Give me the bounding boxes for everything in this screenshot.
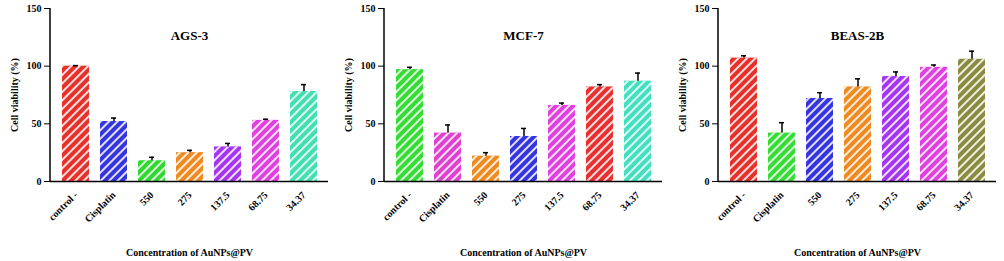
svg-text:68.75: 68.75 <box>246 189 270 213</box>
svg-text:Concentration of AuNPs@PV: Concentration of AuNPs@PV <box>794 247 922 258</box>
svg-text:100: 100 <box>27 60 42 71</box>
svg-text:Cell viability (%): Cell viability (%) <box>677 58 689 132</box>
svg-text:Concentration of AuNPs@PV: Concentration of AuNPs@PV <box>460 247 588 258</box>
svg-text:Cell viability (%): Cell viability (%) <box>343 58 355 132</box>
svg-text:100: 100 <box>361 60 376 71</box>
svg-text:137.5: 137.5 <box>876 189 900 213</box>
svg-text:0: 0 <box>705 176 710 187</box>
svg-text:150: 150 <box>27 3 42 14</box>
svg-text:control -: control - <box>714 189 747 222</box>
svg-text:MCF-7: MCF-7 <box>503 28 544 43</box>
svg-text:275: 275 <box>843 189 861 207</box>
svg-text:Cisplatin: Cisplatin <box>750 189 786 225</box>
svg-text:550: 550 <box>471 189 489 207</box>
svg-text:150: 150 <box>695 3 710 14</box>
svg-text:Cisplatin: Cisplatin <box>416 189 452 225</box>
svg-text:68.75: 68.75 <box>580 189 604 213</box>
svg-text:50: 50 <box>366 118 376 129</box>
svg-text:50: 50 <box>700 118 710 129</box>
svg-text:550: 550 <box>137 189 155 207</box>
svg-text:0: 0 <box>371 176 376 187</box>
svg-text:control -: control - <box>46 189 79 222</box>
svg-text:0: 0 <box>37 176 42 187</box>
svg-text:34.37: 34.37 <box>284 189 308 213</box>
svg-text:34.37: 34.37 <box>618 189 642 213</box>
svg-text:550: 550 <box>805 189 823 207</box>
svg-text:137.5: 137.5 <box>542 189 566 213</box>
svg-text:137.5: 137.5 <box>208 189 232 213</box>
svg-text:AGS-3: AGS-3 <box>171 28 209 43</box>
svg-text:Cisplatin: Cisplatin <box>82 189 118 225</box>
svg-text:control -: control - <box>380 189 413 222</box>
svg-text:Cell viability (%): Cell viability (%) <box>9 58 21 132</box>
svg-text:50: 50 <box>32 118 42 129</box>
svg-text:34.37: 34.37 <box>952 189 976 213</box>
svg-text:275: 275 <box>509 189 527 207</box>
svg-text:BEAS-2B: BEAS-2B <box>831 28 885 43</box>
svg-text:Concentration of AuNPs@PV: Concentration of AuNPs@PV <box>126 247 254 258</box>
svg-text:275: 275 <box>175 189 193 207</box>
svg-text:100: 100 <box>695 60 710 71</box>
svg-text:68.75: 68.75 <box>914 189 938 213</box>
svg-text:150: 150 <box>361 3 376 14</box>
